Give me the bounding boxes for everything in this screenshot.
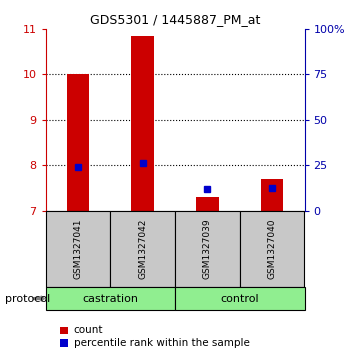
Bar: [131, 36, 154, 211]
Text: castration: castration: [82, 294, 138, 303]
Text: percentile rank within the sample: percentile rank within the sample: [74, 338, 249, 348]
Text: GSM1327041: GSM1327041: [74, 219, 82, 279]
Text: GSM1327039: GSM1327039: [203, 218, 212, 279]
Bar: [196, 197, 219, 211]
Text: count: count: [74, 325, 103, 335]
Text: GSM1327042: GSM1327042: [138, 219, 147, 279]
Bar: [66, 74, 89, 211]
Text: GDS5301 / 1445887_PM_at: GDS5301 / 1445887_PM_at: [90, 13, 260, 26]
Text: control: control: [220, 294, 259, 303]
Text: GSM1327040: GSM1327040: [268, 219, 276, 279]
Bar: [261, 179, 284, 211]
Text: protocol: protocol: [5, 294, 50, 303]
